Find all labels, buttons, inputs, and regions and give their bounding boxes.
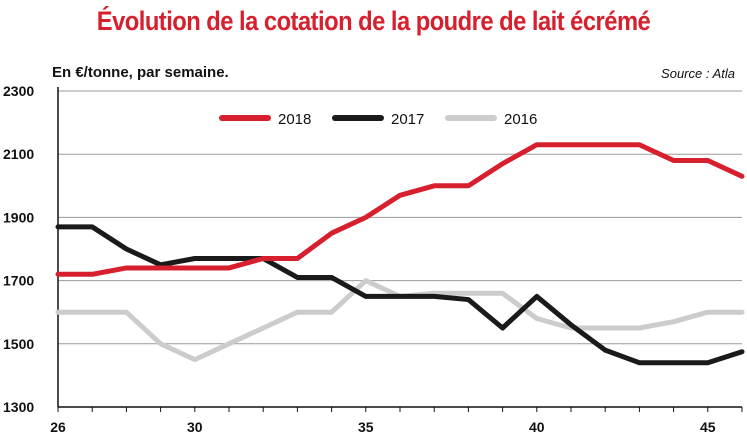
x-tick-label: 26 bbox=[50, 419, 66, 435]
x-tick-label: 40 bbox=[529, 419, 545, 435]
legend-label-2017: 2017 bbox=[391, 111, 424, 128]
y-tick-label: 2300 bbox=[3, 83, 34, 99]
y-tick-label: 2100 bbox=[3, 146, 34, 162]
x-tick-label: 45 bbox=[700, 419, 716, 435]
y-tick-label: 1700 bbox=[3, 273, 34, 289]
x-tick-label: 30 bbox=[187, 419, 203, 435]
chart-source: Source : Atla bbox=[661, 66, 735, 81]
series-lines bbox=[55, 142, 745, 366]
series-line-2018 bbox=[55, 142, 745, 277]
chart-title: Évolution de la cotation de la poudre de… bbox=[96, 6, 651, 36]
y-tick-label: 1500 bbox=[3, 336, 34, 352]
y-tick-label: 1900 bbox=[3, 209, 34, 225]
series-line-2016 bbox=[55, 278, 745, 363]
x-tick-label: 35 bbox=[358, 419, 374, 435]
series-line-2017 bbox=[55, 224, 745, 366]
gridlines bbox=[58, 90, 742, 345]
y-tick-label: 1300 bbox=[3, 399, 34, 415]
legend-label-2016: 2016 bbox=[504, 111, 537, 128]
chart-subtitle: En €/tonne, par semaine. bbox=[52, 64, 229, 81]
x-axis-ticks: 26 30 35 40 45 bbox=[50, 407, 743, 435]
axes bbox=[57, 87, 742, 408]
y-axis-ticks: 1300 1500 1700 1900 2100 2300 bbox=[3, 83, 34, 415]
legend: 2018 2017 2016 bbox=[219, 111, 537, 128]
legend-label-2018: 2018 bbox=[278, 111, 311, 128]
